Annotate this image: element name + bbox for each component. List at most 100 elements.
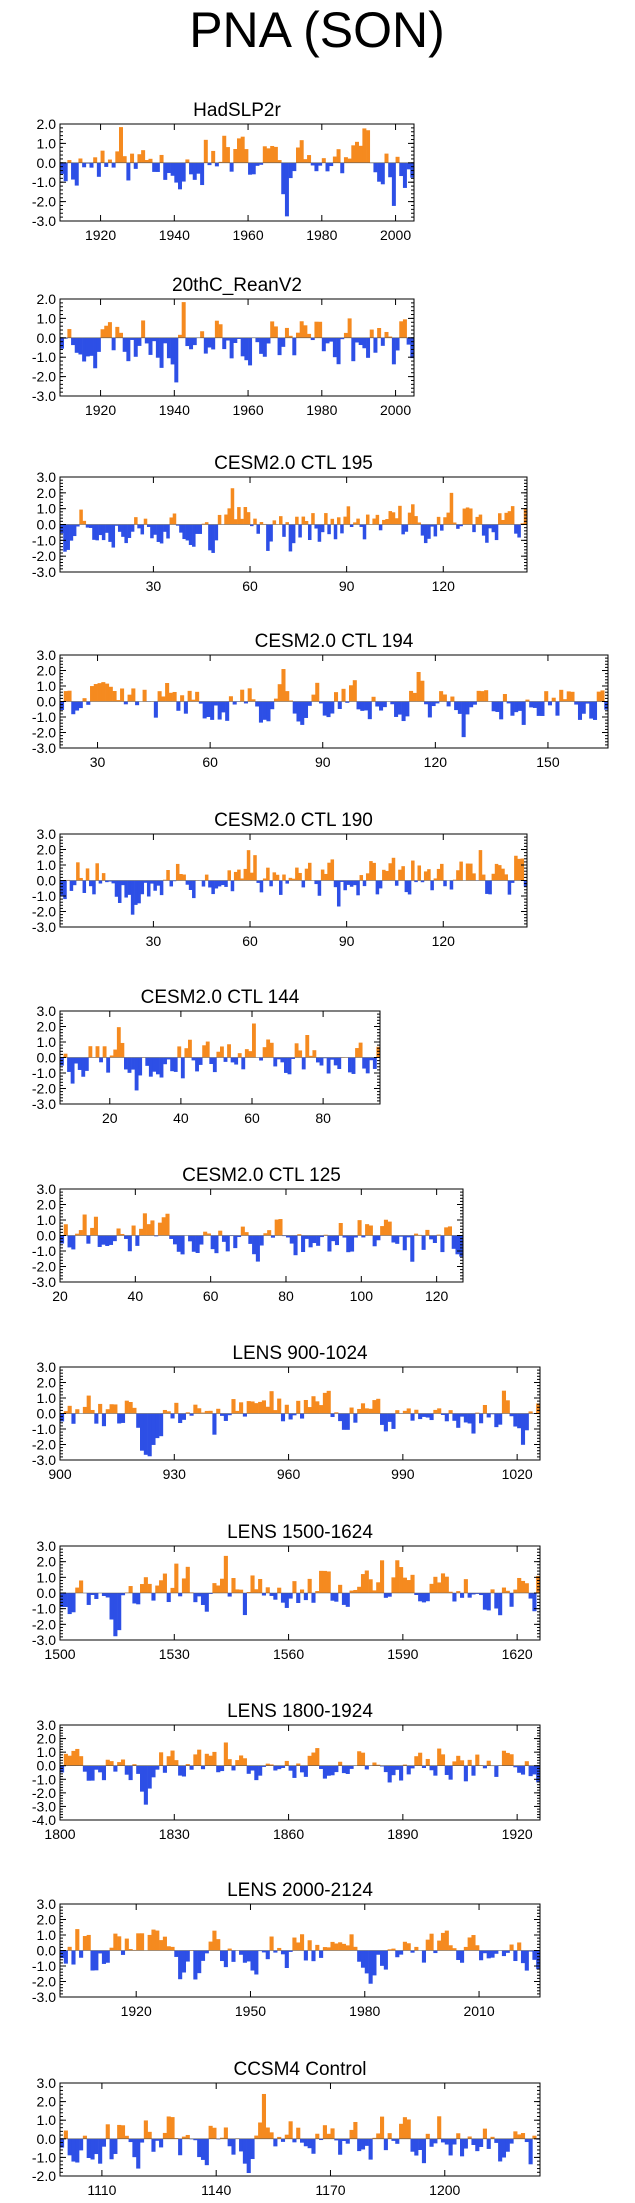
positive-bar bbox=[456, 1591, 461, 1593]
negative-bar bbox=[471, 1765, 476, 1776]
negative-bar bbox=[259, 880, 264, 893]
y-tick-label: 2.0 bbox=[37, 842, 57, 858]
negative-bar bbox=[349, 524, 354, 527]
positive-bar bbox=[90, 1227, 95, 1236]
negative-bar bbox=[292, 337, 297, 356]
negative-bar bbox=[486, 1413, 491, 1418]
negative-bar bbox=[312, 1235, 317, 1244]
negative-bar bbox=[301, 880, 306, 888]
negative-bar bbox=[207, 162, 212, 166]
negative-bar bbox=[195, 524, 199, 534]
positive-bar bbox=[124, 2135, 129, 2139]
positive-bar bbox=[376, 2133, 381, 2139]
positive-bar bbox=[433, 1576, 438, 1593]
negative-bar bbox=[360, 701, 365, 711]
positive-bar bbox=[383, 1219, 388, 1236]
negative-bar bbox=[74, 162, 79, 186]
negative-bar bbox=[101, 524, 106, 541]
negative-bar bbox=[159, 524, 164, 544]
positive-bar bbox=[78, 1230, 83, 1236]
negative-bar bbox=[331, 1235, 336, 1242]
y-tick-label: 2.0 bbox=[37, 1375, 57, 1391]
negative-bar bbox=[604, 701, 609, 710]
negative-bar bbox=[494, 1765, 499, 1777]
negative-bar bbox=[362, 524, 367, 540]
negative-bar bbox=[410, 1413, 415, 1421]
negative-bar bbox=[394, 880, 399, 886]
positive-bar bbox=[347, 158, 352, 163]
positive-bar bbox=[365, 1224, 370, 1236]
positive-bar bbox=[501, 1390, 507, 1414]
y-tick-label: -2.0 bbox=[32, 2168, 56, 2184]
negative-bar bbox=[255, 1235, 260, 1262]
positive-bar bbox=[269, 2132, 274, 2139]
negative-bar bbox=[63, 1950, 68, 1964]
negative-bar bbox=[94, 1950, 99, 1971]
negative-bar bbox=[188, 880, 193, 890]
negative-bar bbox=[285, 880, 289, 884]
negative-bar bbox=[193, 1593, 198, 1603]
negative-bar bbox=[287, 1057, 292, 1075]
positive-bar bbox=[288, 335, 293, 338]
negative-bar bbox=[133, 337, 138, 357]
positive-bar bbox=[433, 878, 438, 881]
negative-bar bbox=[332, 337, 337, 358]
negative-bar bbox=[98, 2138, 103, 2164]
negative-bar bbox=[111, 162, 116, 168]
negative-bar bbox=[255, 337, 260, 343]
positive-bar bbox=[82, 520, 87, 525]
negative-bar bbox=[505, 2138, 510, 2152]
negative-bar bbox=[362, 880, 367, 887]
negative-bar bbox=[124, 1235, 129, 1239]
positive-bar bbox=[600, 690, 605, 702]
y-tick-label: -2.0 bbox=[32, 904, 56, 920]
negative-bar bbox=[459, 1235, 464, 1257]
negative-bar bbox=[357, 1950, 362, 1962]
y-tick-label: 0.0 bbox=[37, 155, 57, 171]
positive-bar bbox=[162, 1409, 167, 1414]
positive-bar bbox=[364, 1408, 369, 1414]
negative-bar bbox=[206, 701, 211, 717]
negative-bar bbox=[143, 1413, 148, 1455]
positive-bar bbox=[448, 1945, 453, 1951]
positive-bar bbox=[197, 1408, 202, 1414]
negative-bar bbox=[250, 524, 254, 527]
positive-bar bbox=[261, 1400, 267, 1414]
negative-bar bbox=[351, 337, 356, 362]
negative-bar bbox=[200, 1765, 206, 1770]
positive-bar bbox=[247, 688, 252, 702]
positive-bar bbox=[509, 1944, 514, 1951]
x-tick-label: 990 bbox=[391, 1466, 415, 1482]
negative-bar bbox=[340, 162, 345, 174]
negative-bar bbox=[225, 1235, 230, 1252]
positive-bar bbox=[376, 1046, 381, 1058]
x-tick-label: 1950 bbox=[235, 2003, 266, 2019]
x-tick-label: 1560 bbox=[273, 1646, 304, 1662]
negative-bar bbox=[136, 2138, 141, 2169]
negative-bar bbox=[93, 337, 98, 369]
negative-bar bbox=[282, 524, 286, 537]
positive-bar bbox=[355, 141, 359, 163]
negative-bar bbox=[427, 701, 432, 718]
negative-bar bbox=[368, 1950, 373, 1984]
negative-bar bbox=[373, 337, 378, 353]
negative-bar bbox=[467, 1593, 472, 1598]
y-tick-label: -4.0 bbox=[32, 1812, 56, 1828]
negative-bar bbox=[369, 1057, 374, 1061]
negative-bar bbox=[479, 2138, 484, 2147]
positive-bar bbox=[240, 136, 245, 163]
negative-bar bbox=[153, 880, 157, 891]
negative-bar bbox=[350, 1235, 355, 1252]
positive-bar bbox=[119, 332, 123, 338]
positive-bar bbox=[444, 1576, 449, 1593]
x-tick-label: 1860 bbox=[273, 1826, 304, 1842]
negative-bar bbox=[193, 1950, 198, 1980]
x-tick-label: 150 bbox=[536, 754, 560, 770]
positive-bar bbox=[356, 518, 360, 525]
positive-bar bbox=[311, 1752, 316, 1766]
negative-bar bbox=[137, 337, 142, 346]
x-tick-label: 120 bbox=[425, 1288, 449, 1304]
panel: LENS 2000-21243.02.01.00.0-1.0-2.0-3.019… bbox=[32, 1880, 541, 2019]
negative-bar bbox=[279, 880, 283, 895]
positive-bar bbox=[172, 513, 177, 525]
